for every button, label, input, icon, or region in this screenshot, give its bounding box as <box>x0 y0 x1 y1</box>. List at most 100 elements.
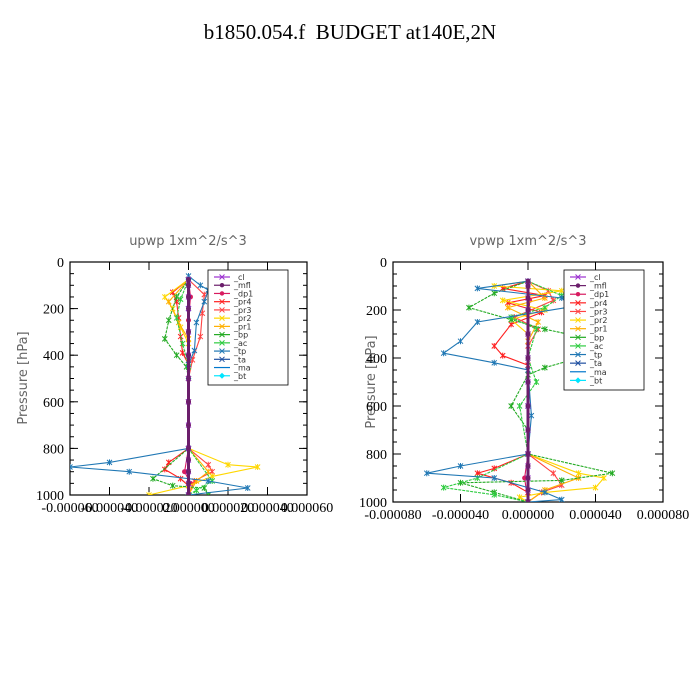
y-tick-label: 1000 <box>36 489 64 504</box>
legend-marker <box>219 356 225 363</box>
data-point <box>205 478 212 485</box>
data-point <box>535 319 541 325</box>
data-point <box>197 333 204 340</box>
data-point <box>525 295 531 301</box>
legend-label: _bt <box>233 372 246 381</box>
data-point <box>161 466 168 473</box>
legend-marker <box>575 292 581 297</box>
data-point <box>542 326 548 333</box>
x-tick-label: -0.000040 <box>432 508 489 523</box>
data-point <box>177 296 184 303</box>
data-point <box>550 470 557 477</box>
legend-label: _mfl <box>589 282 607 291</box>
legend-marker <box>575 343 581 349</box>
data-point <box>491 465 498 472</box>
x-tick-label: -0.000040 <box>81 501 138 516</box>
y-axis-label: Pressure [hPa] <box>16 331 31 424</box>
data-point <box>457 463 464 469</box>
legend-marker <box>219 331 225 338</box>
legend-label: _pr1 <box>233 322 251 331</box>
data-point <box>205 461 212 468</box>
y-tick-label: 600 <box>43 396 64 411</box>
data-point <box>186 376 191 381</box>
data-point <box>558 496 565 502</box>
data-point <box>542 364 548 371</box>
legend-marker <box>219 315 225 322</box>
legend-marker <box>575 308 581 315</box>
legend-marker <box>575 283 581 288</box>
data-point <box>533 326 540 333</box>
legend-label: _pr2 <box>233 314 251 323</box>
data-point <box>474 475 481 481</box>
data-point <box>169 482 176 489</box>
data-point <box>186 469 191 475</box>
data-point <box>165 298 172 305</box>
legend-marker <box>219 298 225 305</box>
legend-label: _tp <box>589 351 602 360</box>
data-point <box>197 282 204 289</box>
data-point <box>193 319 200 326</box>
series-group <box>423 278 616 502</box>
data-point <box>525 379 531 385</box>
data-point <box>525 427 531 433</box>
y-axis-label: Pressure [hPa] <box>364 335 379 428</box>
x-tick-label: 0.000040 <box>241 501 294 516</box>
data-point <box>508 403 514 409</box>
data-point <box>186 352 191 358</box>
legend-label: _dp1 <box>589 290 609 299</box>
legend-marker <box>575 334 581 341</box>
data-point <box>533 379 540 385</box>
data-point <box>191 347 198 354</box>
legend-marker <box>575 351 581 358</box>
chart-panel-2: vpwp 1xm^2/s^3 Pressure [hPa] 0 200 400 600 80… <box>359 234 689 523</box>
data-point <box>169 289 176 296</box>
data-point <box>516 403 523 409</box>
chart-panel-1: upwp 1xm^2/s^3 Pressure [hPa] 0 200 400 600 80… <box>16 234 333 516</box>
x-tick-label: -0.000060 <box>41 501 98 516</box>
y-tick-label: 1000 <box>359 496 387 511</box>
legend: _cl_mfl_dp1_pr4_pr3_pr2_pr1_bp_ac_tp_ta_… <box>563 269 645 391</box>
data-point <box>440 484 447 491</box>
figure-title: b1850.054.f BUDGET at140E,2N <box>203 20 497 44</box>
x-tick-label: 0.000080 <box>637 508 690 523</box>
data-point <box>106 459 113 466</box>
data-point <box>440 350 447 357</box>
legend-label: _pr2 <box>589 316 607 325</box>
data-point <box>186 306 191 312</box>
data-point <box>254 464 261 471</box>
y-tick-label: 400 <box>43 349 64 364</box>
data-point <box>525 307 531 313</box>
data-point <box>491 475 498 481</box>
data-point <box>542 304 548 311</box>
data-point <box>525 331 531 337</box>
data-point <box>491 290 498 297</box>
data-point <box>165 317 172 324</box>
x-tick-label: 0.000000 <box>502 508 555 523</box>
data-point <box>558 295 565 301</box>
data-point <box>499 352 506 359</box>
legend-marker <box>219 323 225 330</box>
x-tick-label: -0.000080 <box>364 508 421 523</box>
data-point <box>161 293 168 300</box>
x-tick-label: 0.000020 <box>202 501 255 516</box>
x-tick-label: -0.000020 <box>120 501 177 516</box>
legend-label: _tp <box>233 347 246 356</box>
data-point <box>161 335 168 342</box>
data-point <box>205 468 212 475</box>
data-point <box>186 282 191 288</box>
data-point <box>150 475 156 482</box>
legend-label: _pr1 <box>589 325 607 334</box>
chart-title: vpwp 1xm^2/s^3 <box>469 234 586 249</box>
data-point <box>146 492 152 495</box>
data-point <box>525 283 531 289</box>
legend-marker <box>219 339 225 346</box>
legend-marker <box>575 377 581 384</box>
data-point <box>244 485 251 492</box>
data-point <box>542 489 548 496</box>
data-point <box>186 329 191 335</box>
data-point <box>558 477 565 484</box>
data-point <box>592 484 599 491</box>
legend-marker <box>575 360 581 367</box>
legend-marker <box>219 291 225 296</box>
